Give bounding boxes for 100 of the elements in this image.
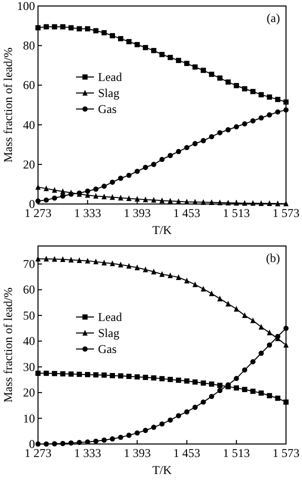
point (151, 268, 156, 274)
point (44, 441, 49, 447)
point (275, 96, 280, 102)
point (192, 198, 198, 205)
point (52, 441, 58, 446)
point (176, 58, 182, 64)
point (242, 312, 248, 318)
point (258, 324, 264, 330)
point (217, 382, 222, 388)
point (184, 144, 190, 150)
point (85, 26, 90, 32)
point (217, 130, 222, 136)
point (102, 184, 107, 189)
y-tick-label: 0 (29, 437, 35, 451)
point (234, 124, 239, 130)
point (192, 379, 198, 385)
x-tick-label: 1 573 (272, 446, 300, 460)
y-axis-title: Mass fraction of lead/% (1, 48, 15, 162)
point (126, 374, 132, 379)
point (118, 262, 124, 268)
point (142, 374, 148, 380)
point (200, 380, 206, 386)
point (126, 39, 132, 44)
point (102, 260, 107, 266)
point (102, 372, 107, 378)
point (258, 92, 264, 98)
point (126, 195, 132, 202)
point (226, 300, 231, 306)
point (110, 180, 115, 185)
point (134, 42, 140, 48)
point (226, 127, 231, 132)
point (35, 198, 41, 204)
point (134, 264, 140, 270)
point (200, 199, 206, 205)
point (85, 258, 90, 264)
point (118, 176, 124, 181)
point (184, 378, 190, 384)
legend-label: Lead (98, 70, 122, 84)
point (217, 296, 222, 302)
x-tick-label: 1 573 (272, 206, 300, 220)
y-tick-label: 60 (23, 282, 35, 297)
point (234, 376, 239, 382)
point (168, 417, 173, 423)
x-tick-label: 1 453 (173, 446, 200, 460)
point (110, 33, 115, 38)
point (283, 107, 289, 113)
point (200, 399, 206, 405)
point (52, 187, 58, 193)
point (176, 413, 182, 418)
point (60, 24, 66, 30)
point (44, 185, 49, 192)
point (209, 134, 214, 140)
point (242, 86, 248, 92)
point (151, 162, 156, 167)
point (102, 438, 107, 443)
point (275, 396, 280, 401)
point (142, 196, 148, 202)
point (258, 350, 264, 356)
point (250, 200, 256, 206)
point (134, 196, 140, 202)
point (68, 440, 74, 446)
point (110, 373, 115, 378)
point (168, 376, 173, 382)
point (250, 359, 256, 364)
point (217, 200, 222, 206)
y-tick-label: 70 (23, 257, 35, 271)
point (209, 290, 214, 296)
point (52, 24, 58, 30)
point (134, 168, 140, 174)
point (60, 440, 66, 446)
point (226, 200, 231, 206)
point (126, 262, 132, 269)
point (159, 271, 165, 277)
point (93, 28, 98, 34)
point (209, 199, 214, 206)
point (118, 36, 124, 42)
y-tick-label: 30 (23, 360, 35, 374)
point (60, 256, 66, 262)
point (192, 64, 198, 70)
x-tick-label: 1 393 (124, 446, 151, 460)
point (200, 138, 206, 144)
legend-label: Gas (98, 342, 117, 356)
point (242, 386, 248, 392)
point (192, 404, 198, 410)
point (184, 409, 190, 414)
point (250, 317, 256, 324)
y-tick-label: 100 (17, 0, 35, 13)
point (60, 371, 66, 376)
point (168, 272, 173, 278)
point (93, 438, 98, 444)
point (159, 421, 165, 427)
x-tick-label: 1 393 (124, 206, 151, 220)
annotation: (a) (266, 11, 280, 25)
y-tick-label: 20 (23, 386, 35, 400)
point (76, 257, 82, 263)
point (93, 372, 98, 378)
point (242, 367, 248, 373)
point (44, 256, 49, 262)
point (168, 198, 173, 204)
point (200, 68, 206, 73)
